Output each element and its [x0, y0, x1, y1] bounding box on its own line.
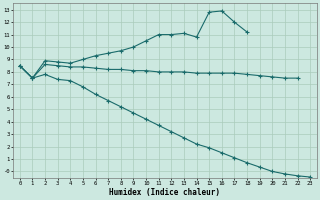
X-axis label: Humidex (Indice chaleur): Humidex (Indice chaleur) [109, 188, 220, 197]
